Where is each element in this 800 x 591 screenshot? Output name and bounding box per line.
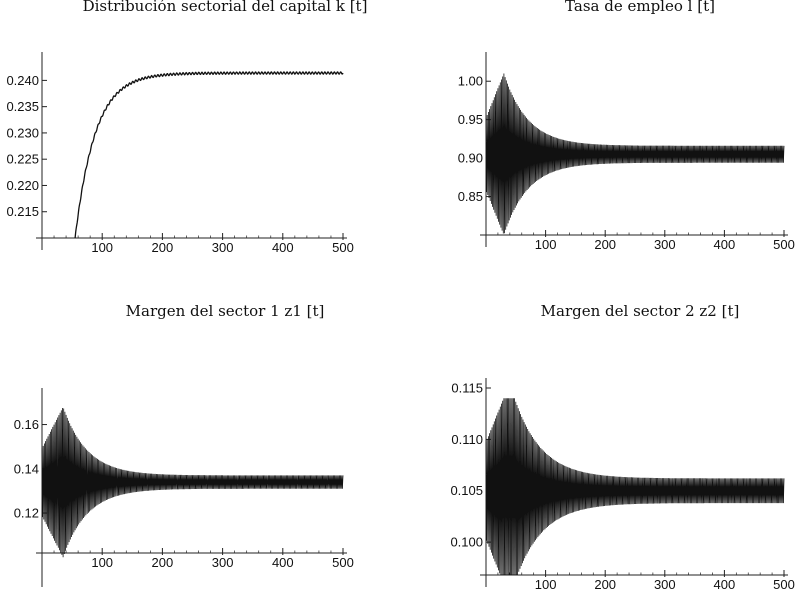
y-tick-label-k: 0.225 (6, 152, 39, 167)
chart-k: 100 200 300 400 500 0.215 0.220 0.225 0.230 0.235… (6, 52, 354, 255)
x-tick-label-z2: 500 (773, 577, 795, 591)
x-tick-label-k: 500 (332, 240, 354, 255)
x-tick-label-z1: 200 (152, 555, 174, 570)
y-tick-label-z2: 0.110 (451, 432, 483, 447)
chart-title-l: Tasa de empleo l [t] (565, 0, 715, 15)
y-tick-label-z2: 0.105 (450, 483, 483, 498)
x-tick-label-z1: 100 (91, 555, 113, 570)
y-tick-label-z2: 0.100 (450, 535, 483, 550)
chart-title-z1: Margen del sector 1 z1 [t] (125, 302, 325, 320)
x-tick-label-k: 200 (152, 240, 174, 255)
chart-l: 100 200 300 400 500 0.85 0.90 0.95 1.00 (458, 52, 795, 252)
x-tick-label-z1: 300 (212, 555, 234, 570)
x-tick-label-l: 500 (773, 237, 795, 252)
series-line-k (74, 71, 344, 239)
y-tick-label-z2: 0.115 (451, 381, 483, 396)
x-tick-label-z1: 500 (332, 555, 354, 570)
series-line-z2 (485, 398, 785, 576)
y-tick-label-l: 0.90 (458, 151, 483, 166)
y-tick-label-l: 1.00 (458, 74, 483, 89)
y-tick-label-k: 0.230 (6, 125, 39, 140)
x-tick-label-k: 100 (91, 240, 113, 255)
x-tick-label-l: 200 (594, 237, 616, 252)
x-tick-label-z2: 100 (535, 577, 557, 591)
y-tick-label-k: 0.235 (6, 99, 39, 114)
chart-title-z2: Margen del sector 2 z2 [t] (540, 302, 740, 320)
x-tick-label-l: 100 (535, 237, 557, 252)
x-tick-label-k: 400 (272, 240, 294, 255)
chart-z1: 100 200 300 400 500 0.12 0.14 0.16 (14, 388, 354, 587)
x-tick-label-l: 400 (714, 237, 736, 252)
y-tick-label-k: 0.240 (6, 73, 39, 88)
y-tick-label-z1: 0.14 (14, 461, 39, 476)
series-line-z1 (41, 407, 344, 558)
x-tick-label-z2: 400 (714, 577, 736, 591)
x-tick-label-z2: 200 (594, 577, 616, 591)
y-tick-label-l: 0.95 (458, 112, 483, 127)
x-tick-label-z2: 300 (654, 577, 676, 591)
chart-title-k: Distribución sectorial del capital k [t] (82, 0, 368, 15)
series-line-l (485, 73, 785, 234)
x-tick-label-z1: 400 (272, 555, 294, 570)
y-tick-label-k: 0.215 (6, 204, 39, 219)
y-tick-label-l: 0.85 (458, 189, 483, 204)
y-tick-label-z1: 0.16 (14, 417, 39, 432)
y-tick-label-z1: 0.12 (14, 506, 39, 521)
chart-z2: 100 200 300 400 500 0.100 0.105 0.110 0.115 (450, 378, 795, 591)
y-tick-label-k: 0.220 (6, 178, 39, 193)
x-tick-label-l: 300 (654, 237, 676, 252)
x-tick-label-k: 300 (212, 240, 234, 255)
